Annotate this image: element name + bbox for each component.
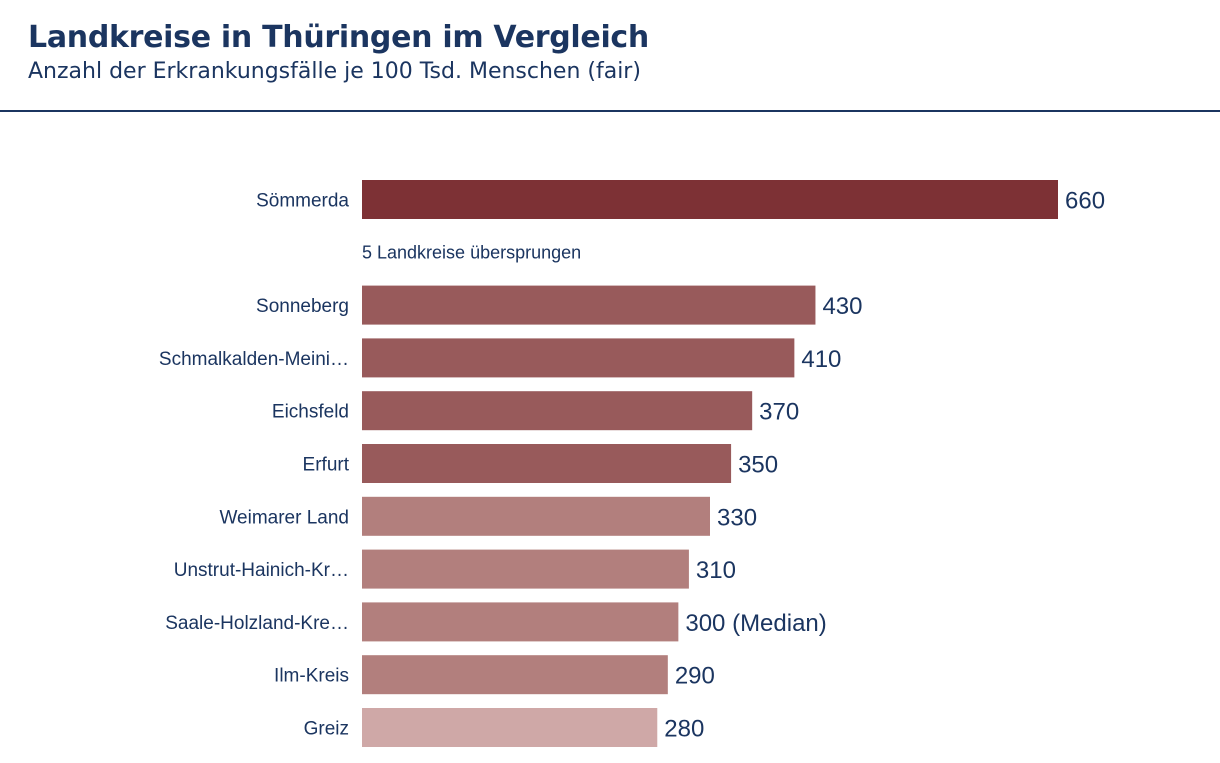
value-label: 430	[822, 293, 862, 320]
bar	[362, 338, 795, 378]
header-divider	[0, 110, 1220, 112]
skipped-rows-note: 5 Landkreise übersprungen	[362, 242, 581, 262]
value-label: 300 (Median)	[685, 610, 826, 637]
chart-title: Landkreise in Thüringen im Vergleich	[28, 20, 649, 55]
value-label: 330	[717, 504, 757, 531]
value-label: 410	[801, 346, 841, 373]
bar	[362, 285, 816, 325]
chart-header: Landkreise in Thüringen im Vergleich Anz…	[28, 18, 649, 86]
category-label: Eichsfeld	[272, 402, 349, 423]
category-label: Unstrut-Hainich-Kr…	[174, 560, 349, 581]
category-label: Sonneberg	[256, 296, 349, 317]
category-label: Sömmerda	[256, 191, 349, 212]
bar	[362, 496, 710, 536]
chart-subtitle: Anzahl der Erkrankungsfälle je 100 Tsd. …	[28, 59, 641, 84]
value-label: 370	[759, 399, 799, 426]
bar	[362, 655, 668, 695]
value-label: 310	[696, 557, 736, 584]
value-label: 280	[664, 716, 704, 743]
category-label: Saale-Holzland-Kre…	[165, 613, 349, 634]
category-label: Greiz	[304, 719, 349, 740]
bar	[362, 444, 732, 483]
bar	[362, 602, 679, 642]
bar	[362, 391, 753, 431]
value-label: 350	[738, 452, 778, 479]
bar	[362, 708, 658, 747]
bar	[362, 180, 1058, 219]
bar	[362, 549, 689, 589]
category-label: Ilm-Kreis	[274, 666, 349, 687]
category-label: Schmalkalden-Meini…	[159, 349, 349, 370]
category-label: Weimarer Land	[219, 507, 349, 528]
value-label: 290	[675, 663, 715, 690]
value-label: 660	[1065, 188, 1105, 215]
category-label: Erfurt	[303, 455, 350, 476]
